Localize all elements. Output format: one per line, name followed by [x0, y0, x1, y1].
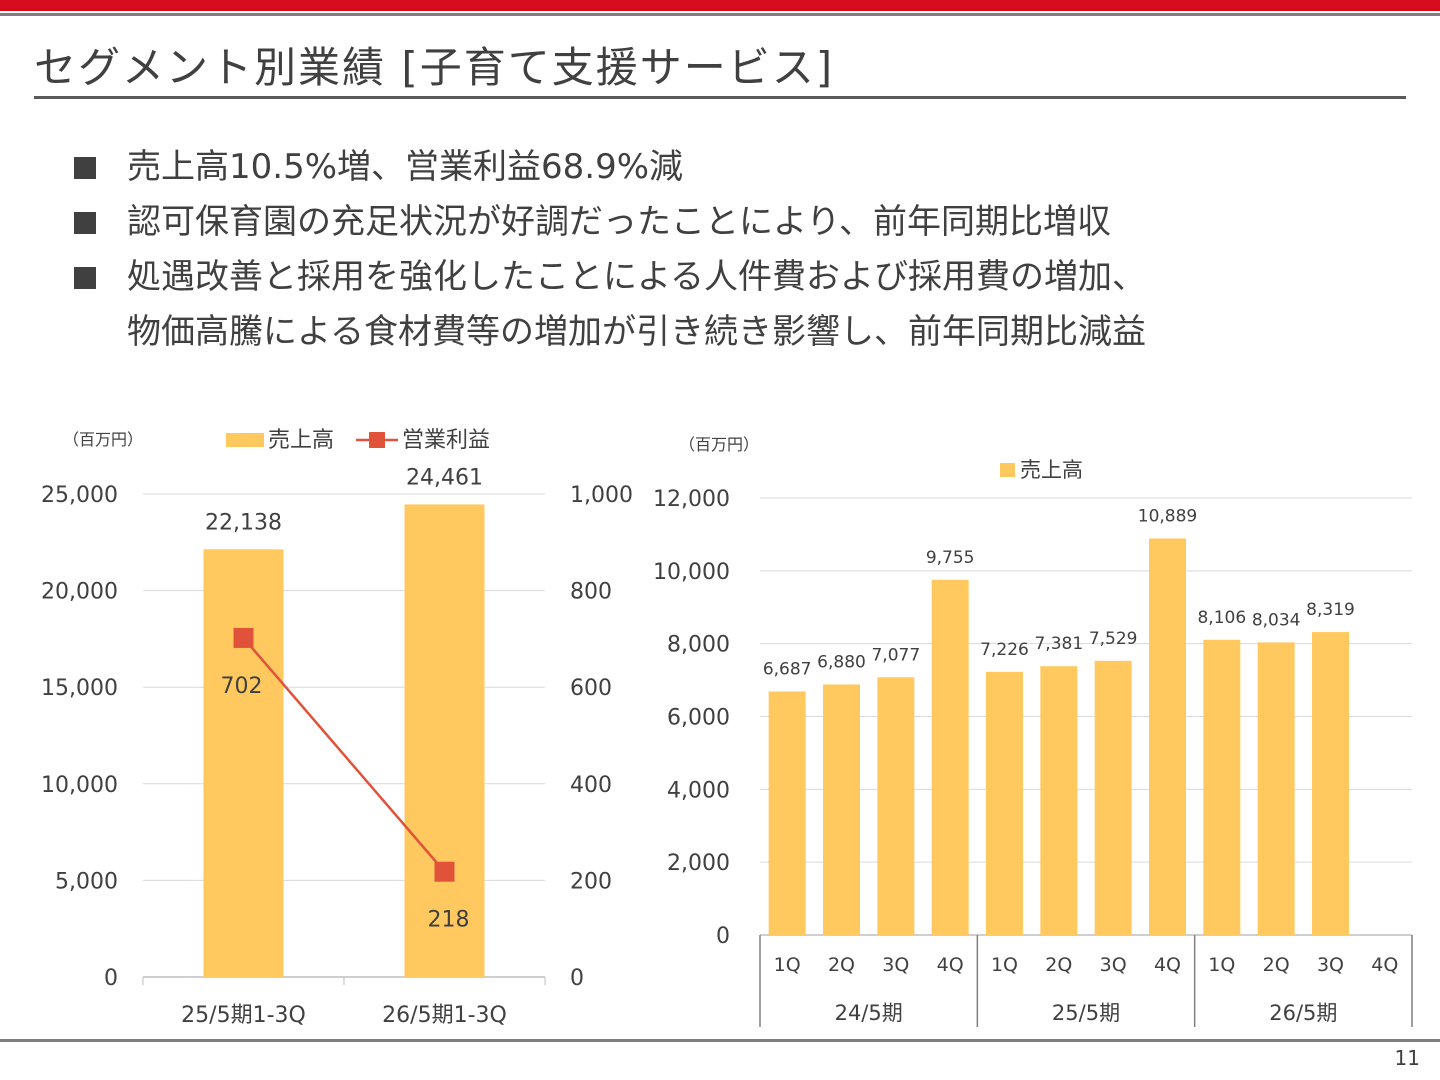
x-quarter-label: 1Q — [774, 954, 801, 976]
line-operating-profit — [242, 637, 446, 873]
bar-sales — [1149, 538, 1186, 935]
x-period-label: 26/5期 — [1269, 1001, 1337, 1025]
y-left-tick-label: 0 — [104, 966, 118, 991]
line-marker — [233, 627, 254, 648]
y-left-tick-label: 25,000 — [41, 483, 118, 508]
bar-sales — [931, 579, 969, 935]
y-left-tick-label: 15,000 — [41, 676, 118, 701]
x-quarter-label: 4Q — [1371, 954, 1398, 976]
unit-label: （百万円） — [679, 435, 759, 454]
square-bullet-icon — [74, 267, 96, 289]
legend-label-sales: 売上高 — [268, 428, 334, 453]
y-right-tick-label: 400 — [570, 773, 612, 798]
y-tick-label: 6,000 — [667, 706, 730, 731]
legend-swatch-sales — [1000, 463, 1015, 477]
y-right-tick-label: 600 — [570, 676, 612, 701]
y-left-tick-label: 10,000 — [41, 773, 118, 798]
bullet-item: 認可保育園の充足状況が好調だったことにより、前年同期比増収 — [72, 195, 1146, 250]
line-marker — [434, 861, 455, 882]
legend-swatch-sales — [226, 433, 264, 447]
bar-sales — [986, 671, 1023, 935]
y-tick-label: 4,000 — [667, 778, 730, 803]
line-data-label: 218 — [428, 908, 470, 933]
y-right-tick-label: 0 — [570, 966, 584, 991]
bar-data-label: 7,381 — [1034, 634, 1083, 654]
x-quarter-label: 3Q — [882, 954, 909, 976]
y-tick-label: 10,000 — [653, 560, 730, 585]
bar-data-label: 6,687 — [763, 659, 812, 679]
y-tick-label: 12,000 — [653, 487, 730, 512]
x-quarter-label: 2Q — [1045, 954, 1072, 976]
header-red-bar — [0, 0, 1440, 11]
bar-sales — [1203, 639, 1241, 935]
legend-label-sales: 売上高 — [1020, 458, 1083, 482]
bar-data-label: 10,889 — [1138, 506, 1197, 526]
bar-sales — [877, 677, 915, 935]
y-right-tick-label: 1,000 — [570, 483, 633, 508]
bar-data-label: 7,529 — [1089, 629, 1138, 649]
line-data-label: 702 — [221, 674, 263, 699]
bar-data-label: 8,319 — [1306, 600, 1355, 620]
bar-data-label: 6,880 — [817, 652, 866, 672]
y-tick-label: 2,000 — [667, 851, 730, 876]
x-period-label: 25/5期 — [1052, 1001, 1120, 1025]
bar-sales — [823, 684, 860, 935]
bar-data-label: 7,077 — [871, 645, 920, 665]
bar-sales — [203, 549, 284, 977]
y-tick-label: 0 — [716, 924, 730, 949]
bar-sales — [1312, 632, 1349, 935]
bullet-continuation: 物価高騰による食材費等の増加が引き続き影響し、前年同期比減益 — [72, 305, 1146, 360]
bar-data-label: 8,034 — [1252, 610, 1301, 630]
x-quarter-label: 2Q — [1263, 954, 1290, 976]
bullet-text: 物価高騰による食材費等の増加が引き続き影響し、前年同期比減益 — [127, 312, 1146, 352]
y-right-tick-label: 200 — [570, 869, 612, 894]
y-right-tick-label: 800 — [570, 580, 612, 605]
y-left-tick-label: 20,000 — [41, 580, 118, 605]
x-category-label: 25/5期1-3Q — [181, 1003, 306, 1028]
bar-data-label: 7,226 — [980, 640, 1029, 660]
legend-label-profit: 営業利益 — [402, 428, 490, 453]
bullet-text: 売上高10.5%増、営業利益68.9%減 — [127, 147, 684, 187]
bullet-item: 売上高10.5%増、営業利益68.9%減 — [72, 140, 1146, 195]
bullet-text: 認可保育園の充足状況が好調だったことにより、前年同期比増収 — [127, 202, 1111, 242]
bar-data-label: 8,106 — [1197, 608, 1246, 628]
header-gray-line — [0, 13, 1440, 16]
x-quarter-label: 3Q — [1100, 954, 1127, 976]
footer-line — [0, 1039, 1440, 1042]
bar-sales — [1094, 660, 1132, 935]
bar-data-label: 9,755 — [926, 548, 975, 568]
x-quarter-label: 3Q — [1317, 954, 1344, 976]
x-period-label: 24/5期 — [835, 1001, 903, 1025]
x-quarter-label: 4Q — [937, 954, 964, 976]
page-number: 11 — [1394, 1046, 1420, 1070]
bar-sales — [404, 504, 485, 977]
bar-sales — [1257, 642, 1295, 935]
bullet-text: 処遇改善と採用を強化したことによる人件費および採用費の増加、 — [127, 257, 1146, 297]
bar-sales — [768, 691, 806, 935]
title-underline — [34, 96, 1406, 99]
page-title: セグメント別業績 [子育て支援サービス] — [34, 43, 835, 92]
bar-data-label: 24,461 — [406, 465, 483, 490]
bullet-item: 処遇改善と採用を強化したことによる人件費および採用費の増加、 — [72, 250, 1146, 305]
unit-label: （百万円） — [63, 430, 143, 449]
x-category-label: 26/5期1-3Q — [382, 1003, 507, 1028]
legend-marker-profit — [369, 432, 385, 448]
x-quarter-label: 2Q — [828, 954, 855, 976]
y-left-tick-label: 5,000 — [55, 869, 118, 894]
x-quarter-label: 1Q — [991, 954, 1018, 976]
bullet-list: 売上高10.5%増、営業利益68.9%減 認可保育園の充足状況が好調だったことに… — [72, 140, 1146, 360]
square-bullet-icon — [74, 157, 96, 179]
x-quarter-label: 1Q — [1208, 954, 1235, 976]
square-bullet-icon — [74, 212, 96, 234]
bar-sales — [1040, 666, 1078, 935]
x-quarter-label: 4Q — [1154, 954, 1181, 976]
bar-data-label: 22,138 — [205, 510, 282, 535]
y-tick-label: 8,000 — [667, 633, 730, 658]
